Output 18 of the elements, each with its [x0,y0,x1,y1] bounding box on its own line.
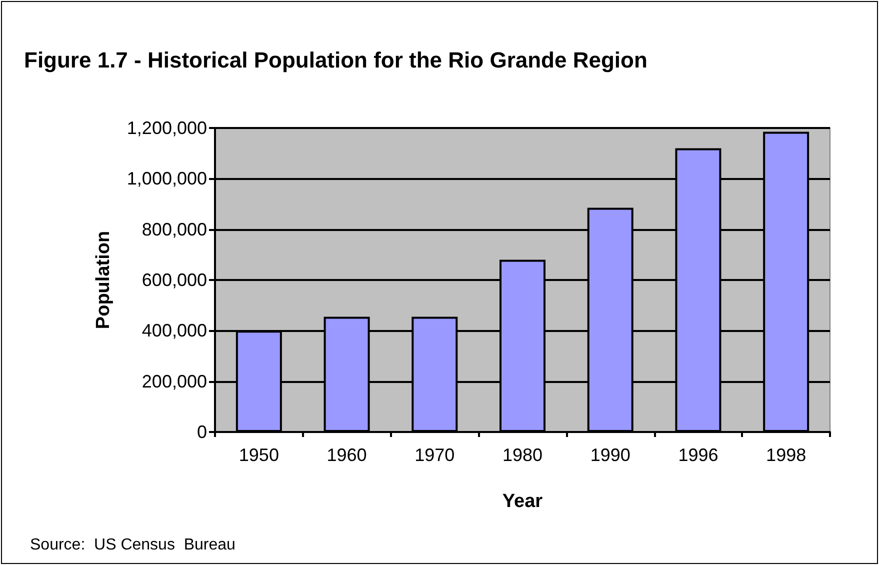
y-tick-label: 800,000 [142,219,207,240]
y-tick-label: 0 [196,422,207,442]
x-tick-label: 1960 [326,445,367,465]
chart-title: Figure 1.7 - Historical Population for the Rio Grande Region [24,48,648,72]
y-tick-label: 600,000 [142,270,207,290]
x-tick-label: 1980 [502,445,543,465]
x-axis-title: Year [502,491,544,512]
y-tick-label: 400,000 [142,320,207,341]
x-tick-label: 1996 [678,445,718,465]
y-tick-label: 1,000,000 [126,168,207,189]
x-tick-label: 1950 [238,445,279,465]
x-tick-label: 1970 [414,445,455,465]
y-axis-title: Population [93,230,114,330]
y-tick-label: 1,200,000 [126,118,207,138]
x-tick-label: 1998 [766,445,806,465]
source-note: Source: US Census Bureau [30,536,236,554]
x-tick-label: 1990 [590,445,630,465]
y-tick-label: 200,000 [142,371,207,392]
